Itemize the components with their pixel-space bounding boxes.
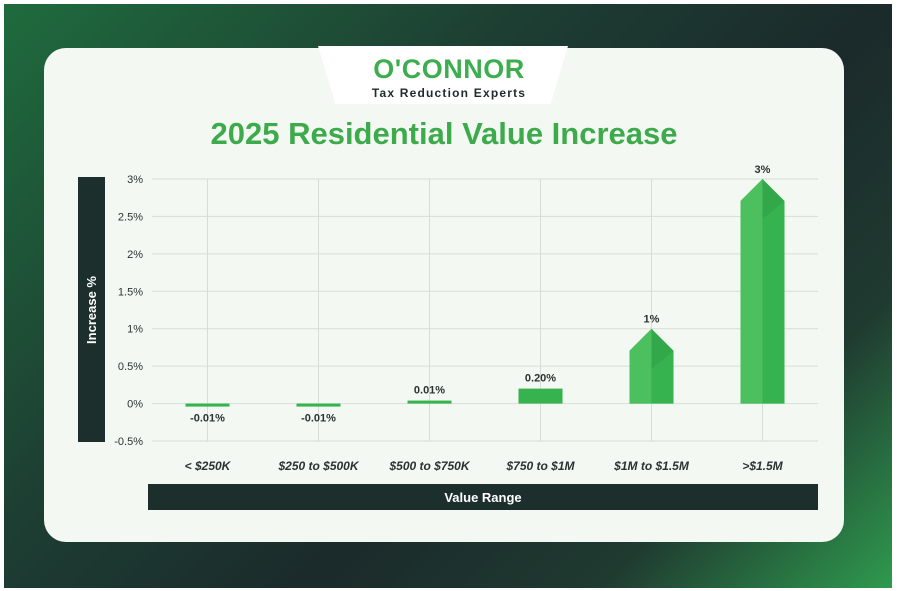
x-tick-label: $250 to $500K: [277, 459, 359, 473]
bar: [185, 403, 230, 407]
y-axis-label-band: [78, 177, 105, 442]
bar-data-label: -0.01%: [190, 413, 225, 425]
bar-data-label: 1%: [644, 314, 660, 326]
brand-logo-tagline: Tax Reduction Experts: [371, 86, 527, 100]
bar-data-label: 3%: [755, 164, 771, 176]
chart-card: [44, 48, 844, 542]
y-tick-label: -0.5%: [114, 436, 143, 448]
chart-title: 2025 Residential Value Increase: [210, 116, 678, 151]
x-axis-label: Value Range: [444, 490, 521, 505]
y-tick-label: 3%: [127, 174, 143, 186]
y-tick-label: 2%: [127, 249, 143, 261]
bar: [296, 403, 341, 407]
x-axis-label-band: [148, 484, 818, 510]
bar-facet-top: [651, 328, 674, 369]
x-tick-label: >$1.5M: [742, 459, 783, 473]
bar-data-label: 0.20%: [525, 373, 556, 385]
y-tick-label: 2.5%: [118, 211, 143, 223]
logo-tab: [318, 46, 568, 104]
bar-data-label: -0.01%: [301, 413, 336, 425]
x-tick-label: $1M to $1.5M: [613, 459, 690, 473]
x-tick-label: $750 to $1M: [505, 459, 575, 473]
y-tick-label: 0.5%: [118, 361, 143, 373]
y-tick-label: 1%: [127, 324, 143, 336]
bar-facet-left: [740, 179, 763, 404]
bar-facet-top: [762, 179, 785, 219]
y-tick-label: 0%: [127, 399, 143, 411]
bar: [407, 400, 452, 404]
x-tick-label: $500 to $750K: [388, 459, 470, 473]
bar: [518, 388, 563, 404]
y-axis-label: Increase %: [84, 276, 99, 344]
y-tick-label: 1.5%: [118, 286, 143, 298]
x-tick-label: < $250K: [185, 459, 232, 473]
brand-logo-name: O'CONNOR: [373, 54, 525, 84]
bar-facet-left: [629, 328, 652, 404]
bar-data-label: 0.01%: [414, 385, 445, 397]
